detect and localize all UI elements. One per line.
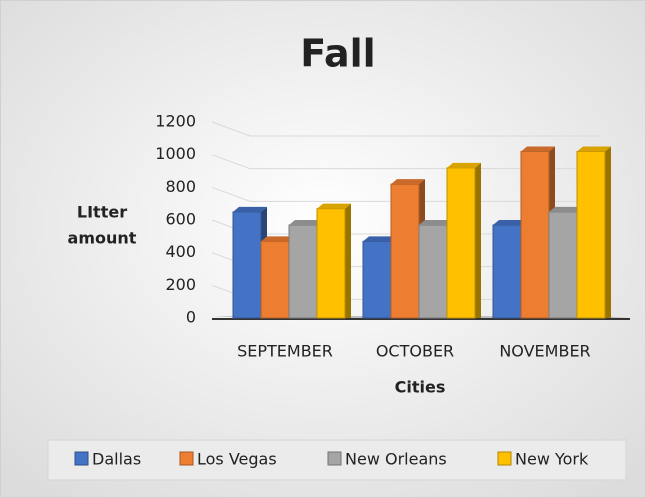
- bar: [418, 224, 448, 319]
- chart-title: Fall: [300, 32, 375, 76]
- bar-top: [549, 206, 583, 212]
- bar: [362, 240, 392, 319]
- bar: [232, 211, 262, 319]
- bar-top: [363, 236, 397, 242]
- bar: [576, 151, 606, 319]
- x-axis-title: Cities: [395, 378, 446, 397]
- y-tick-label: 800: [165, 177, 196, 196]
- bar: [492, 224, 522, 319]
- legend-swatch: [497, 451, 512, 466]
- bar: [316, 208, 346, 319]
- x-tick-label: OCTOBER: [376, 342, 454, 361]
- legend-swatch: [179, 451, 194, 466]
- y-tick-label: 600: [165, 210, 196, 229]
- grid-line: [211, 121, 600, 137]
- bar: [446, 167, 476, 319]
- bar-top: [419, 220, 453, 225]
- x-tick-label: SEPTEMBER: [237, 342, 333, 361]
- bar-top: [289, 220, 323, 225]
- bar: [288, 224, 318, 319]
- bar-top: [391, 179, 425, 185]
- legend-swatch: [327, 451, 342, 466]
- legend-label: Dallas: [92, 450, 141, 469]
- y-tick-label: 1000: [155, 144, 196, 163]
- bar-top: [447, 162, 481, 168]
- y-tick-label: 0: [186, 308, 196, 327]
- bar-top: [493, 220, 527, 225]
- bar: [260, 240, 290, 319]
- bar-side: [475, 162, 481, 318]
- bar-side: [345, 203, 351, 318]
- bar: [520, 151, 550, 319]
- grid-line: [211, 154, 600, 170]
- bar: [390, 183, 420, 319]
- y-tick-label: 400: [165, 242, 196, 261]
- bar-top: [521, 146, 555, 152]
- bar-top: [261, 236, 295, 242]
- bar-top: [233, 206, 267, 212]
- y-tick-label: 200: [165, 275, 196, 294]
- legend-swatch: [74, 451, 89, 466]
- bar-top: [317, 203, 351, 209]
- grid-line: [211, 186, 600, 202]
- legend-label: New York: [515, 450, 589, 469]
- bar-side: [605, 146, 611, 318]
- bar: [548, 211, 578, 319]
- legend-label: New Orleans: [345, 450, 447, 469]
- legend-label: Los Vegas: [197, 450, 277, 469]
- x-tick-label: NOVEMBER: [499, 342, 590, 361]
- y-axis-title: amount: [68, 229, 137, 248]
- y-tick-label: 1200: [155, 112, 196, 131]
- bar-top: [577, 146, 611, 152]
- y-axis-title: LItter: [77, 203, 127, 222]
